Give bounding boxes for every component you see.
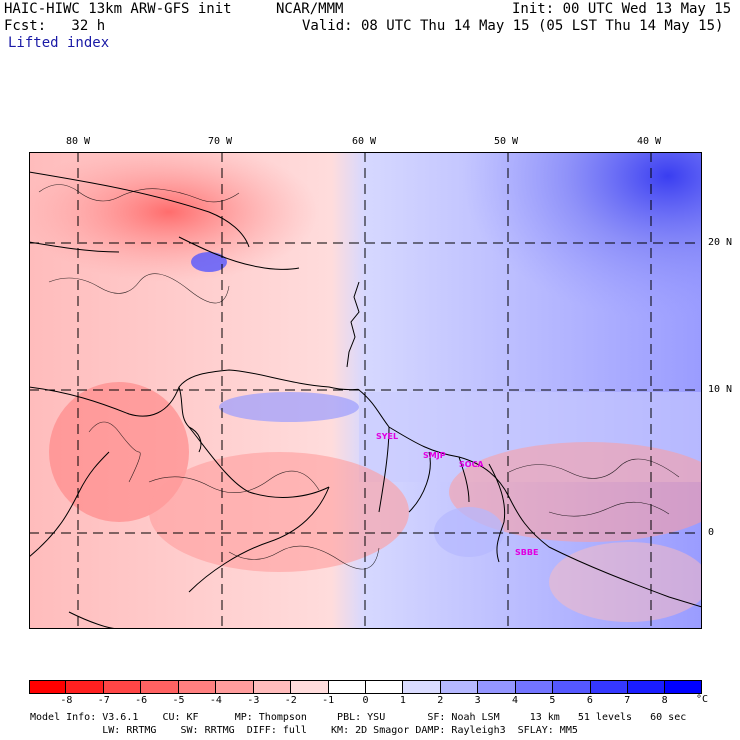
colorbar-tick-label: -5	[172, 695, 185, 706]
colorbar-segment	[253, 680, 292, 694]
colorbar-tick-label: 3	[474, 695, 481, 706]
lon-label-60w: 60 W	[352, 136, 377, 147]
colorbar-segment	[403, 680, 441, 694]
lon-label-80w: 80 W	[66, 136, 91, 147]
model-info-line-2: LW: RRTMG SW: RRTMG DIFF: full KM: 2D Sm…	[30, 725, 578, 736]
colorbar-segment	[29, 680, 67, 694]
field-name: Lifted index	[8, 35, 110, 51]
station-syel: SYEL	[376, 432, 399, 441]
colorbar-segment	[66, 680, 104, 694]
header-init: Init: 00 UTC Wed 13 May 15	[512, 1, 732, 17]
header-title: HAIC-HIWC 13km ARW-GFS init	[4, 1, 232, 17]
lon-label-70w: 70 W	[208, 136, 233, 147]
colorbar-segment	[665, 680, 702, 694]
colorbar-tick-label: 8	[661, 695, 668, 706]
lat-label-equator: 0	[708, 527, 715, 538]
colorbar-tick-label: 2	[437, 695, 444, 706]
lon-label-50w: 50 W	[494, 136, 519, 147]
station-soca: SOCA	[459, 460, 484, 469]
colorbar-tick-label: -4	[209, 695, 222, 706]
colorbar-tick-label: -6	[135, 695, 148, 706]
model-info-line-1: Model Info: V3.6.1 CU: KF MP: Thompson P…	[30, 712, 687, 723]
lon-label-40w: 40 W	[637, 136, 662, 147]
header-org: NCAR/MMM	[276, 1, 344, 17]
colorbar-segment	[628, 680, 666, 694]
lifted-index-map	[29, 152, 702, 629]
header-valid-time: Valid: 08 UTC Thu 14 May 15 (05 LST Thu …	[302, 18, 724, 34]
colorbar-segment	[141, 680, 179, 694]
colorbar-segment	[328, 680, 366, 694]
colorbar-tick-label: 6	[586, 695, 593, 706]
colorbar-tick-label: -8	[60, 695, 73, 706]
colorbar	[29, 680, 702, 694]
colorbar-tick-label: -3	[247, 695, 260, 706]
colorbar-segment	[103, 680, 142, 694]
colorbar-segment	[440, 680, 479, 694]
colorbar-tick-label: -7	[97, 695, 110, 706]
station-sbbe: SBBE	[515, 548, 539, 557]
colorbar-tick-label: -2	[284, 695, 297, 706]
colorbar-tick-label: 5	[549, 695, 556, 706]
colorbar-segment	[291, 680, 329, 694]
colorbar-segment	[553, 680, 591, 694]
colorbar-segment	[515, 680, 554, 694]
lat-label-10n: 10 N	[708, 384, 733, 395]
colorbar-segment	[178, 680, 217, 694]
colorbar-tick-label: -1	[322, 695, 335, 706]
colorbar-tick-label: 1	[399, 695, 406, 706]
colorbar-segment	[590, 680, 628, 694]
colorbar-tick-label: 7	[624, 695, 631, 706]
colorbar-segment	[365, 680, 404, 694]
colorbar-tick-label: 0	[362, 695, 369, 706]
colorbar-tick-label: 4	[512, 695, 519, 706]
colorbar-segment	[478, 680, 516, 694]
header-forecast-hour: Fcst: 32 h	[4, 18, 106, 34]
colorbar-segment	[216, 680, 254, 694]
lat-label-20n: 20 N	[708, 237, 733, 248]
station-smjp: SMJP	[423, 451, 446, 460]
colorbar-unit: °C	[696, 694, 709, 705]
